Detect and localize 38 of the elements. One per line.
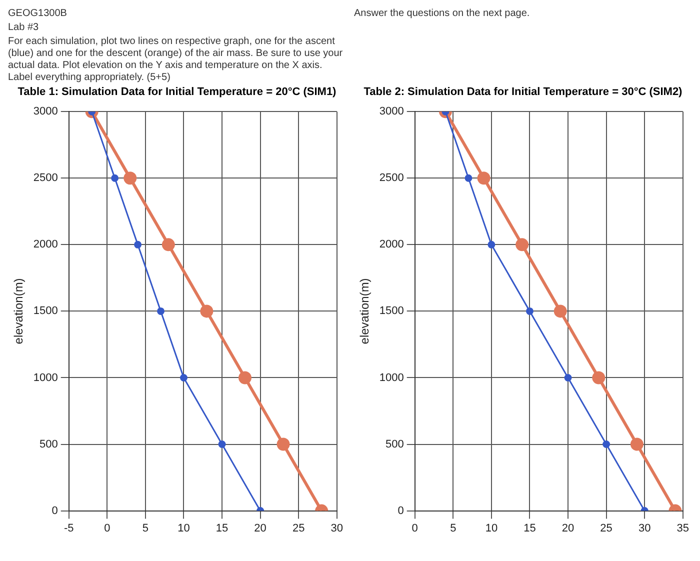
x-tick-label: 15 <box>216 522 228 534</box>
text: GEOG1300B <box>8 8 68 20</box>
y-tick-label: 3000 <box>33 106 58 118</box>
y-tick-label: 2000 <box>379 238 404 251</box>
x-tick-label: 15 <box>524 522 536 534</box>
text: Lab #3 <box>8 22 40 34</box>
y-tick-label: 0 <box>52 504 58 517</box>
x-tick-label: 10 <box>485 522 498 534</box>
x-tick-label: 35 <box>676 522 690 534</box>
x-tick-label: -5 <box>64 522 74 534</box>
y-tick-label: 3000 <box>379 106 404 118</box>
y-tick-label: 2000 <box>33 238 58 251</box>
x-tick-label: 5 <box>142 522 149 534</box>
y-tick-label: 0 <box>398 504 404 517</box>
y-tick-label: 2500 <box>33 172 58 184</box>
x-tick-label: 0 <box>104 522 110 534</box>
y-tick-label: 1500 <box>379 305 404 318</box>
y-tick-label: 500 <box>40 438 58 450</box>
x-tick-label: 20 <box>562 522 574 534</box>
x-tick-label: 25 <box>292 522 305 534</box>
y-tick-label: 2500 <box>379 172 404 184</box>
chart-title: Table 2: Simulation Data for Initial Temperature = 30°C (SIM2) <box>362 86 684 98</box>
chart-title: Table 1: Simulation Data for Initial Temperature = 20°C (SIM1) <box>16 86 338 98</box>
text: Answer the questions on the next page. <box>354 8 531 20</box>
x-tick-label: 10 <box>178 522 190 534</box>
y-tick-label: 1000 <box>33 372 58 384</box>
y-axis-title: elevation(m) <box>358 278 372 344</box>
x-tick-label: 25 <box>600 522 612 534</box>
x-tick-label: 5 <box>450 522 456 534</box>
x-tick-label: 30 <box>330 522 344 534</box>
y-axis-title: elevation(m) <box>12 278 26 344</box>
x-tick-label: 30 <box>638 522 651 534</box>
y-tick-label: 1500 <box>33 305 58 318</box>
text: For each simulation, plot two lines on respective graph, one for the ascent (blue) and one for the descent (orange) of the air mass. Be sure to use your actual data. Plot elevation on the Y axis and temperature on the X axis. Label everything appropriately. (5+5) <box>8 36 344 84</box>
x-tick-label: 0 <box>412 522 418 534</box>
x-tick-label: 20 <box>254 522 266 534</box>
y-tick-label: 1000 <box>379 372 404 384</box>
y-tick-label: 500 <box>386 438 404 450</box>
